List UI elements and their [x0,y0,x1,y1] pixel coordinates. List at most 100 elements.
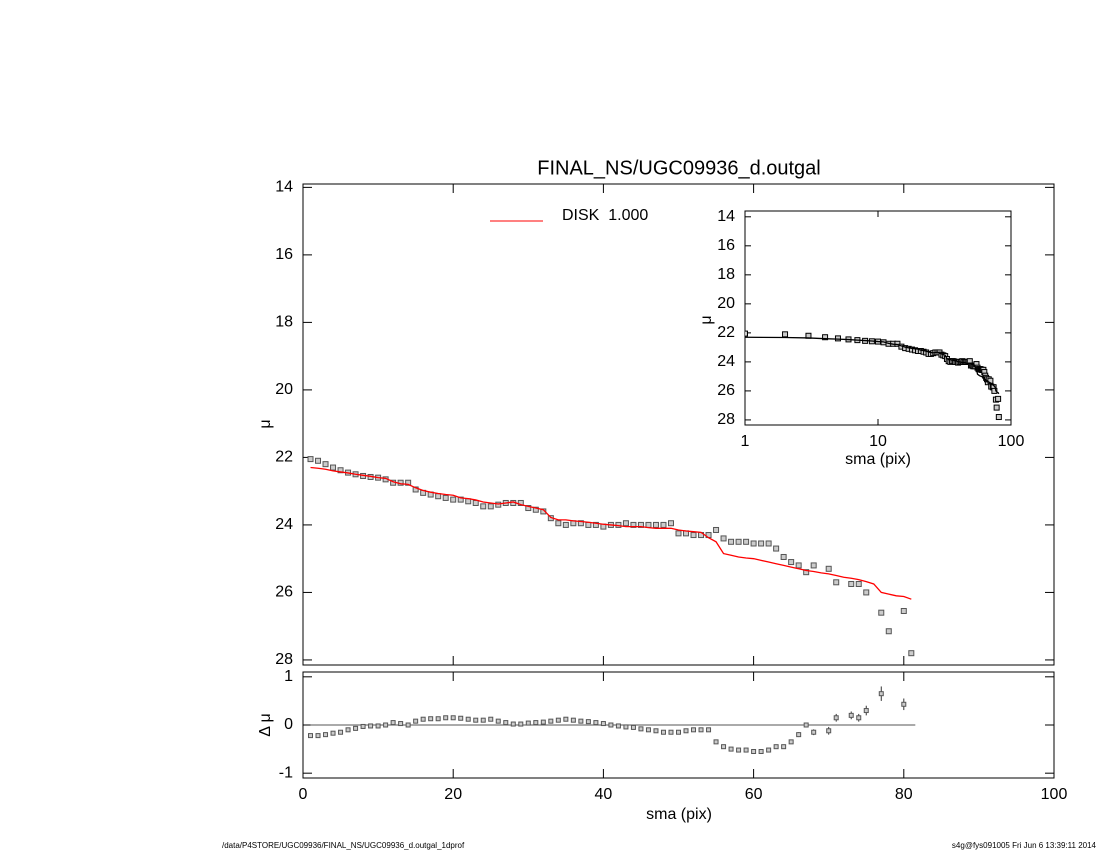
data-point [472,499,479,506]
residual-point [585,719,591,725]
data-point [412,486,419,493]
residual-point [345,727,351,733]
data-point [991,387,998,394]
data-point [405,479,412,486]
data-point [555,520,562,527]
data-point [995,414,1002,421]
residual-point [495,718,501,724]
data-point [825,565,832,572]
residual-point [698,727,704,733]
model-line [745,336,1000,395]
x-tick-label: 100 [998,433,1025,450]
data-point [878,609,885,616]
residual-y-label: Δ μ [257,713,274,736]
residual-point [420,716,426,722]
data-point [728,538,735,545]
residual-point [645,727,651,733]
residual-point [743,747,749,753]
data-point [993,404,1000,411]
residual-point [390,720,396,726]
data-point [525,505,532,512]
y-tick-label: 16 [717,237,735,254]
data-point [322,461,329,468]
residual-point [766,747,772,753]
data-point [822,334,829,341]
residual-point [713,739,719,745]
axes-frame [302,183,1055,666]
data-point [713,526,720,533]
y-tick-label: 26 [275,584,293,601]
data-point [758,540,765,547]
residual-point [848,712,854,718]
residual-point [563,716,569,722]
residual-point [368,723,374,729]
y-tick-label: 28 [717,411,735,428]
residual-point [480,717,486,723]
residual-point [833,715,839,721]
data-point [517,499,524,506]
plot-area [745,330,1002,421]
residual-point [878,691,884,697]
residual-point [781,744,787,750]
data-point [900,607,907,614]
y-tick-label: 24 [717,353,735,370]
data-point [592,521,599,528]
residual-point [428,716,434,722]
residual-point [863,708,869,714]
inset-x-label: sma (pix) [845,451,911,468]
data-point [745,330,748,337]
y-axis-label: μ [257,419,274,428]
data-point [660,521,667,528]
residual-point [413,718,419,724]
residual-point [608,722,614,728]
residual-point [578,718,584,724]
data-point [435,493,442,500]
data-point [773,545,780,552]
residual-point [630,724,636,730]
data-point [908,650,915,657]
data-point [803,569,810,576]
y-tick-label: 0 [284,716,293,733]
data-point [848,580,855,587]
inset-y-label: μ [698,315,715,324]
residual-point [450,715,456,721]
y-tick-label: 14 [275,179,293,196]
residual-point [826,728,832,734]
footer-right: s4g@fys091005 Fri Jun 6 13:39:11 2014 [952,841,1097,850]
residual-point [901,701,907,707]
residual-point [788,739,794,745]
residual-point [375,723,381,729]
data-point [337,467,344,474]
data-point [307,456,314,463]
model-line [310,466,912,600]
x-tick-label: 10 [869,433,887,450]
residual-point [668,729,674,735]
x-tick-label: 80 [895,786,913,803]
residual-point [383,722,389,728]
data-point [750,540,757,547]
residual-point [570,717,576,723]
data-point [833,579,840,586]
residual-point [353,725,359,731]
x-tick-label: 0 [299,786,308,803]
residual-point [736,747,742,753]
data-point [667,520,674,527]
y-tick-label: 26 [717,382,735,399]
data-point [442,494,449,501]
y-tick-label: 16 [275,246,293,263]
data-point [885,628,892,635]
data-point [780,553,787,560]
data-point [795,562,802,569]
residual-point [691,727,697,733]
residual-point [360,723,366,729]
y-tick-label: 1 [284,668,293,685]
data-point [690,532,697,539]
residual-point [856,715,862,721]
residual-point [638,726,644,732]
data-point [487,503,494,510]
residual-point [488,716,494,722]
legend-label: DISK 1.000 [562,207,648,224]
data-point [720,535,727,542]
residual-point [315,733,321,739]
